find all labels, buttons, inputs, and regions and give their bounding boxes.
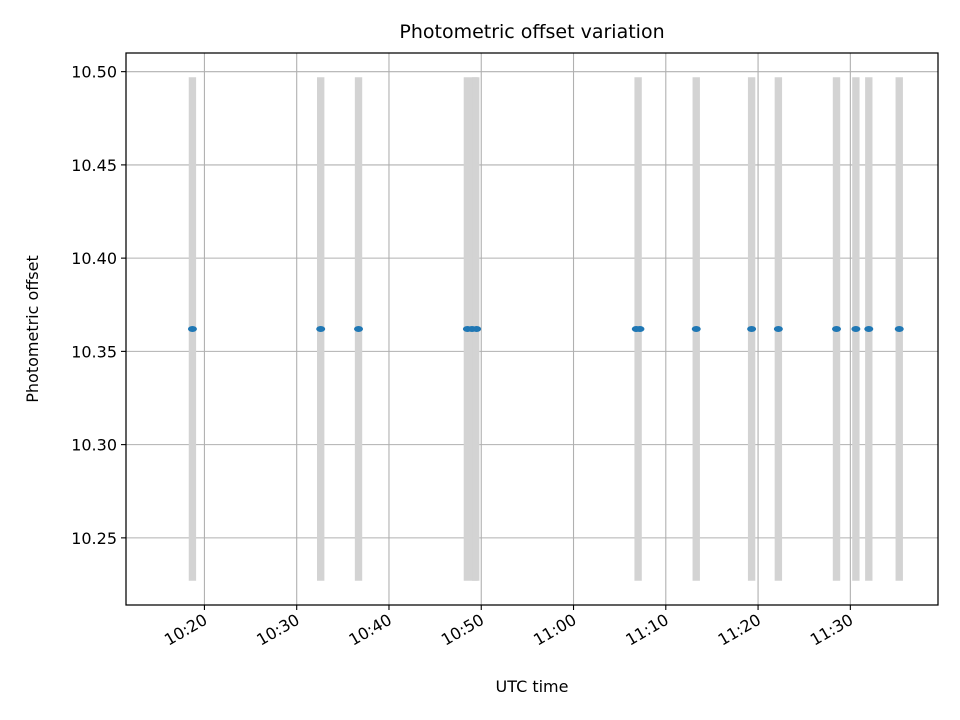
data-points [187, 326, 904, 332]
x-tick-label: 11:10 [622, 610, 671, 650]
x-tick-label: 11:20 [715, 610, 764, 650]
data-point [635, 326, 645, 332]
data-point [354, 326, 364, 332]
x-tick-label: 10:20 [161, 610, 210, 650]
grid [126, 53, 938, 605]
y-tick-label: 10.35 [71, 342, 117, 361]
x-tick-label: 10:50 [438, 610, 487, 650]
exposure-bands [188, 77, 903, 581]
x-tick-label: 10:40 [346, 610, 395, 650]
y-tick-label: 10.25 [71, 529, 117, 548]
data-point [691, 326, 701, 332]
x-tick-label: 11:00 [530, 610, 579, 650]
data-point [747, 326, 757, 332]
plot-frame [125, 52, 939, 606]
y-tick-label: 10.30 [71, 436, 117, 455]
y-axis-label: Photometric offset [23, 255, 42, 403]
x-axis-label: UTC time [496, 677, 569, 696]
y-tick-label: 10.40 [71, 249, 117, 268]
y-tick-label: 10.45 [71, 156, 117, 175]
data-point [894, 326, 904, 332]
data-point [187, 326, 197, 332]
data-point [851, 326, 861, 332]
chart-title: Photometric offset variation [399, 21, 664, 43]
data-point [864, 326, 874, 332]
y-axis-ticks: 10.25 10.30 10.35 10.40 10.45 10.50 [71, 63, 126, 548]
y-tick-label: 10.50 [71, 63, 117, 82]
x-tick-label: 11:30 [807, 610, 856, 650]
data-point [773, 326, 783, 332]
data-point [472, 326, 482, 332]
data-point [316, 326, 326, 332]
data-point [832, 326, 841, 332]
x-tick-label: 10:30 [253, 610, 302, 650]
x-axis-ticks: 10:20 10:30 10:40 10:50 11:00 11:10 11:20 11:30 [161, 605, 856, 650]
